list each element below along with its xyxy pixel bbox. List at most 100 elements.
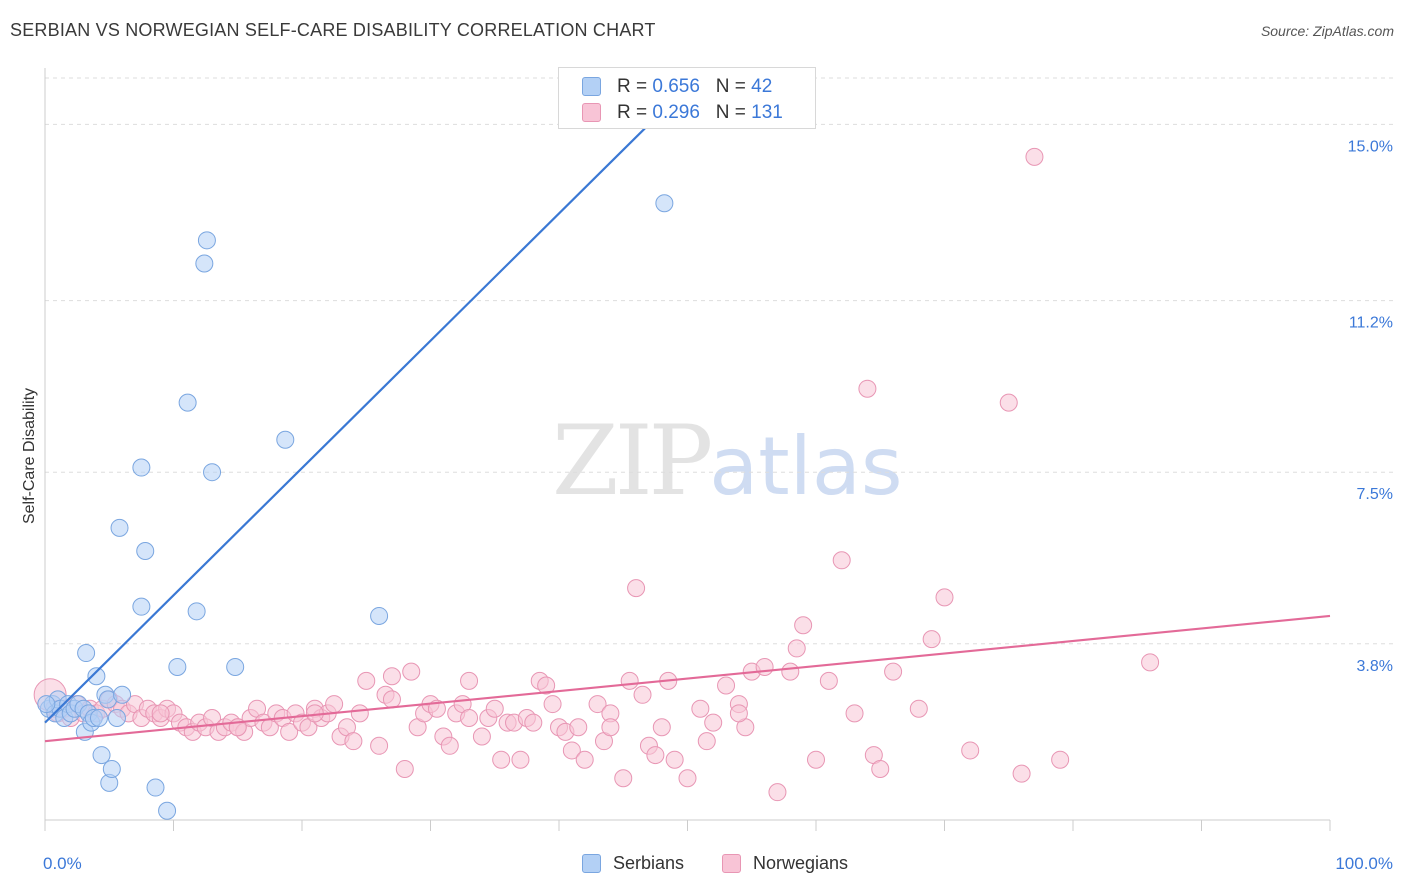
point-norwegians: [794, 616, 813, 635]
legend-n-value: 42: [751, 76, 773, 97]
point-norwegians: [1051, 750, 1070, 769]
legend-item-serbians[interactable]: Serbians: [582, 853, 684, 874]
point-serbians: [197, 231, 216, 250]
legend-n-label: N =: [715, 102, 752, 123]
point-norwegians: [717, 676, 736, 695]
y-tick-label: 11.2%: [1349, 315, 1393, 332]
point-norwegians: [575, 750, 594, 769]
legend-r-label: R =: [617, 76, 653, 97]
legend-swatch-serbians: [582, 77, 601, 96]
point-serbians: [132, 597, 151, 616]
legend-item-norwegians[interactable]: Norwegians: [722, 853, 848, 874]
point-serbians: [226, 657, 245, 676]
point-serbians: [92, 746, 111, 765]
correlation-legend: R = 0.656 N = 42 R = 0.296 N = 131: [558, 67, 816, 129]
point-norwegians: [344, 732, 363, 751]
point-serbians: [37, 695, 56, 714]
point-norwegians: [691, 699, 710, 718]
legend-r-label: R =: [617, 102, 653, 123]
watermark: ZIPatlas: [552, 405, 903, 517]
point-norwegians: [819, 671, 838, 690]
point-serbians: [136, 542, 155, 561]
trend-line-serbians: [44, 123, 650, 724]
point-norwegians: [884, 662, 903, 681]
point-norwegians: [787, 639, 806, 658]
point-norwegians: [704, 713, 723, 732]
point-norwegians: [543, 695, 562, 714]
point-norwegians: [357, 671, 376, 690]
point-serbians: [370, 606, 389, 625]
point-norwegians: [1141, 653, 1160, 672]
point-norwegians: [382, 690, 401, 709]
point-norwegians: [569, 718, 588, 737]
point-norwegians: [460, 671, 479, 690]
point-norwegians: [151, 704, 170, 723]
y-tick-label: 7.5%: [1357, 486, 1393, 503]
point-norwegians: [485, 699, 504, 718]
point-norwegians: [768, 783, 787, 802]
y-tick-label: 3.8%: [1357, 658, 1393, 675]
point-serbians: [203, 463, 222, 482]
x-tick-label: 0.0%: [43, 854, 82, 873]
point-norwegians: [382, 667, 401, 686]
point-serbians: [276, 430, 295, 449]
point-serbians: [102, 759, 121, 778]
point-norwegians: [350, 704, 369, 723]
point-norwegians: [562, 741, 581, 760]
point-norwegians: [922, 630, 941, 649]
point-norwegians: [961, 741, 980, 760]
trend-line-norwegians: [44, 614, 1331, 743]
point-serbians: [168, 657, 187, 676]
point-serbians: [77, 644, 96, 663]
watermark-atlas: atlas: [709, 420, 903, 513]
x-tick-label: 100.0%: [1335, 854, 1393, 873]
point-norwegians: [601, 718, 620, 737]
point-serbians: [110, 518, 129, 537]
point-norwegians: [781, 662, 800, 681]
chart-title: SERBIAN VS NORWEGIAN SELF-CARE DISABILIT…: [10, 20, 656, 40]
point-norwegians: [325, 695, 344, 714]
point-serbians: [113, 685, 132, 704]
point-norwegians: [440, 736, 459, 755]
point-norwegians: [858, 379, 877, 398]
legend-label-norwegians: Norwegians: [753, 853, 849, 873]
legend-n-value: 131: [751, 102, 783, 123]
point-norwegians: [999, 393, 1018, 412]
legend-swatch-norwegians: [722, 854, 741, 873]
point-norwegians: [472, 727, 491, 746]
point-norwegians: [807, 750, 825, 769]
point-serbians: [187, 602, 206, 621]
legend-r-value: 0.296: [652, 102, 700, 123]
y-axis-label: Self-Care Disability: [21, 387, 38, 525]
legend-label-serbians: Serbians: [613, 853, 685, 873]
point-norwegians: [395, 759, 414, 778]
point-norwegians: [460, 708, 479, 727]
watermark-zip: ZIP: [552, 405, 713, 517]
point-norwegians: [665, 750, 684, 769]
point-norwegians: [492, 750, 511, 769]
source-label: Source: ZipAtlas.com: [1260, 23, 1394, 39]
point-norwegians: [697, 732, 716, 751]
point-serbians: [87, 667, 106, 686]
point-norwegians: [646, 746, 665, 765]
point-norwegians: [845, 704, 864, 723]
point-serbians: [158, 801, 177, 820]
legend-swatch-norwegians: [582, 103, 601, 122]
point-norwegians: [620, 671, 639, 690]
point-norwegians: [832, 551, 851, 570]
point-serbians: [195, 254, 214, 273]
series-legend: Serbians Norwegians: [0, 851, 1406, 879]
legend-row-norwegians: R = 0.296 N = 131: [582, 101, 783, 125]
point-norwegians: [524, 713, 543, 732]
legend-n-label: N =: [715, 76, 752, 97]
point-norwegians: [755, 657, 774, 676]
point-serbians: [655, 194, 674, 213]
point-norwegians: [729, 704, 748, 723]
point-norwegians: [678, 769, 697, 788]
point-norwegians: [627, 579, 646, 598]
point-norwegians: [1025, 147, 1044, 166]
point-norwegians: [402, 662, 421, 681]
point-serbians: [107, 708, 126, 727]
point-norwegians: [614, 769, 633, 788]
